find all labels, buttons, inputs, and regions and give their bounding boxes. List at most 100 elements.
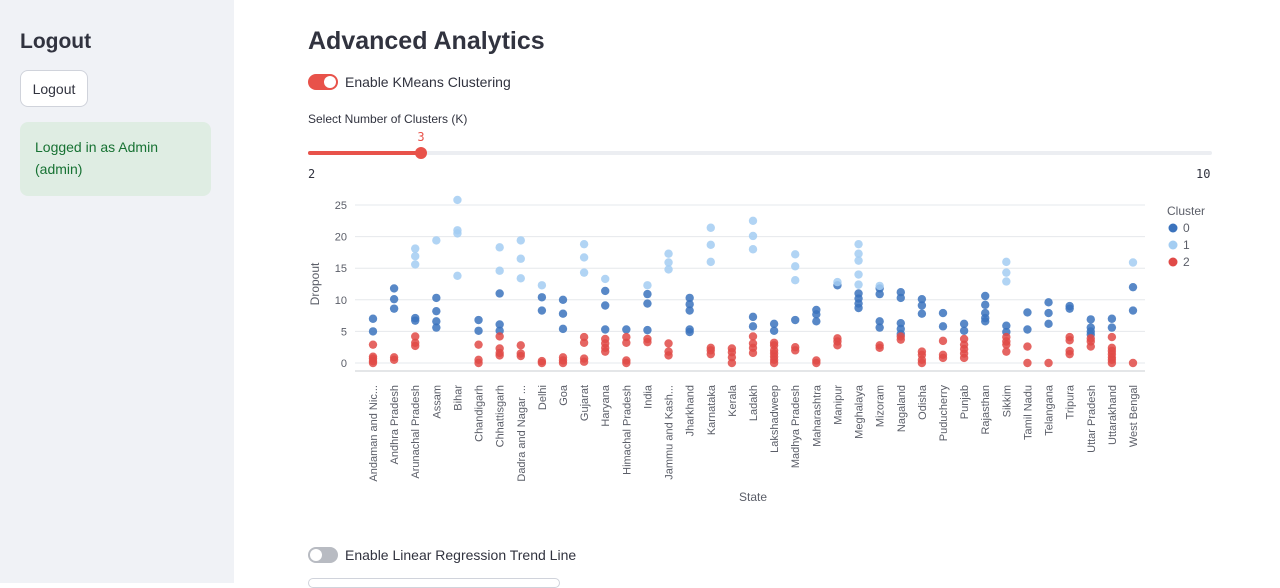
cluster-2-point xyxy=(1002,347,1011,356)
cluster-2-point xyxy=(769,358,779,368)
cluster-0-point xyxy=(1023,308,1032,317)
cluster-1-point xyxy=(453,271,462,280)
cluster-0-point xyxy=(411,316,420,325)
kmeans-toggle-label: Enable KMeans Clustering xyxy=(345,74,511,90)
cluster-0-point xyxy=(1128,282,1138,292)
x-tick-label: Chandigarh xyxy=(474,385,486,442)
cluster-1-point xyxy=(579,268,589,277)
x-tick-label: Lakshadweep xyxy=(769,385,781,453)
cluster-2-point xyxy=(643,337,652,347)
cluster-2-point xyxy=(558,358,568,368)
x-tick-label: Tamil Nadu xyxy=(1022,385,1034,440)
cluster-0-point xyxy=(643,325,652,335)
cluster-slider[interactable] xyxy=(308,147,1212,159)
toggle-knob xyxy=(324,76,336,88)
cluster-1-point xyxy=(791,262,800,271)
cluster-0-point xyxy=(791,315,800,325)
cluster-1-point xyxy=(453,229,462,238)
cluster-2-point xyxy=(601,347,610,356)
x-tick-label: Puducherry xyxy=(938,385,950,442)
regression-toggle[interactable] xyxy=(308,547,338,563)
cluster-2-point xyxy=(474,340,483,349)
x-tick-label: Delhi xyxy=(537,385,549,410)
cluster-0-point xyxy=(812,310,821,319)
cluster-0-point xyxy=(495,289,504,298)
cluster-0-point xyxy=(474,326,483,335)
cluster-1-point xyxy=(411,244,420,253)
legend-label-0: 0 xyxy=(1183,221,1190,235)
cluster-1-point xyxy=(495,243,504,252)
cluster-2-point xyxy=(1065,336,1074,345)
login-status-text: Logged in as Admin (admin) xyxy=(35,139,158,177)
cluster-2-point xyxy=(748,332,758,341)
cluster-1-point xyxy=(537,281,547,290)
cluster-2-point xyxy=(495,351,504,360)
x-tick-label: Andaman and Nic... xyxy=(368,385,380,482)
cluster-1-point xyxy=(411,251,420,261)
cluster-0-point xyxy=(389,284,399,293)
cluster-1-point xyxy=(706,240,715,250)
cluster-0-point xyxy=(875,289,884,299)
cluster-1-point xyxy=(432,236,441,245)
y-tick-label: 0 xyxy=(341,358,347,370)
cluster-0-point xyxy=(748,312,758,322)
cluster-0-point xyxy=(601,325,610,334)
cluster-1-point xyxy=(664,258,673,267)
cluster-0-point xyxy=(938,322,948,331)
cluster-2-point xyxy=(1107,358,1117,368)
cluster-1-point xyxy=(664,265,673,274)
x-tick-label: Dadra and Nagar ... xyxy=(516,385,528,482)
cluster-0-point xyxy=(769,319,779,329)
cluster-0-point xyxy=(432,323,441,332)
cluster-2-point xyxy=(664,339,673,348)
cluster-2-point xyxy=(389,355,399,365)
cluster-0-point xyxy=(368,327,378,336)
cluster-1-point xyxy=(516,254,525,263)
x-tick-label: Kerala xyxy=(727,384,739,417)
kmeans-toggle[interactable] xyxy=(308,74,338,90)
cluster-2-point xyxy=(664,351,673,360)
partial-select-box[interactable] xyxy=(308,578,560,588)
legend-label-1: 1 xyxy=(1183,238,1190,252)
x-axis-label: State xyxy=(739,490,767,504)
x-tick-label: Chhattisgarh xyxy=(495,385,507,447)
cluster-2-point xyxy=(727,358,737,368)
cluster-2-point xyxy=(622,338,631,347)
cluster-0-point xyxy=(643,289,652,299)
x-tick-label: Uttar Pradesh xyxy=(1086,385,1098,453)
cluster-0-point xyxy=(389,304,399,313)
cluster-1-point xyxy=(748,216,758,225)
cluster-0-point xyxy=(917,301,927,310)
y-tick-label: 5 xyxy=(341,326,347,338)
y-axis-label: Dropout xyxy=(308,262,322,305)
cluster-1-point xyxy=(791,250,800,259)
toggle-knob xyxy=(310,549,322,561)
cluster-1-point xyxy=(664,249,673,258)
slider-thumb[interactable] xyxy=(415,147,427,159)
cluster-2-point xyxy=(812,358,821,368)
cluster-1-point xyxy=(791,276,800,285)
x-tick-label: West Bengal xyxy=(1128,385,1140,447)
cluster-0-point xyxy=(1002,321,1011,330)
cluster-2-point xyxy=(516,341,525,350)
cluster-2-point xyxy=(875,343,884,353)
cluster-0-point xyxy=(643,299,652,308)
cluster-2-point xyxy=(516,351,525,361)
cluster-0-point xyxy=(685,327,694,337)
page-title: Advanced Analytics xyxy=(308,27,545,55)
cluster-1-point xyxy=(1002,268,1011,277)
cluster-2-point xyxy=(1065,349,1074,359)
cluster-2-point xyxy=(368,340,378,349)
slider-label: Select Number of Clusters (K) xyxy=(308,112,468,126)
cluster-0-point xyxy=(1128,306,1138,315)
cluster-2-point xyxy=(706,349,715,359)
cluster-2-point xyxy=(1044,358,1053,368)
x-tick-label: Nagaland xyxy=(896,385,908,432)
cluster-1-point xyxy=(579,253,589,262)
cluster-2-point xyxy=(791,346,800,355)
cluster-0-point xyxy=(1023,325,1032,334)
x-tick-label: Maharashtra xyxy=(811,384,823,447)
logout-button[interactable]: Logout xyxy=(20,70,88,107)
cluster-0-point xyxy=(685,293,694,303)
cluster-0-point xyxy=(959,326,969,335)
